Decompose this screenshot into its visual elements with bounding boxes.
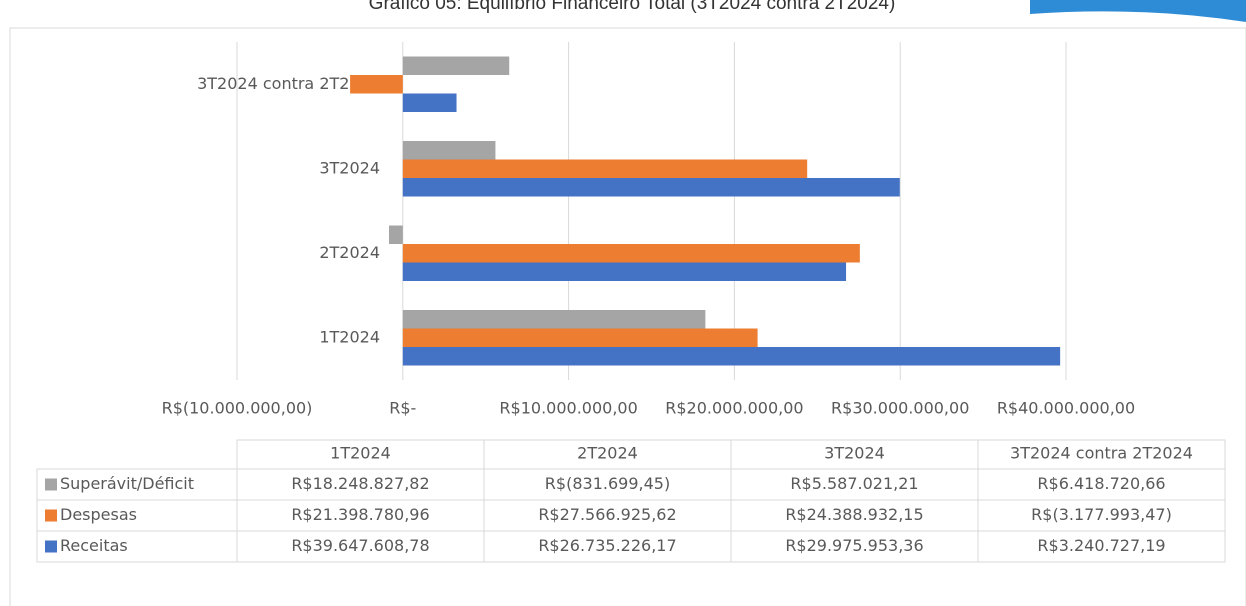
- x-tick-label: R$40.000.000,00: [997, 399, 1135, 418]
- legend-swatch: [45, 478, 57, 491]
- table-value: R$39.647.608,78: [291, 536, 429, 555]
- chart-border: [9, 27, 1246, 606]
- table-value: R$18.248.827,82: [291, 474, 429, 493]
- bar: [402, 262, 847, 281]
- bar: [402, 328, 758, 347]
- bar: [402, 310, 706, 329]
- table-value: R$6.418.720,66: [1037, 474, 1165, 493]
- bar: [402, 178, 900, 197]
- x-tick-label: R$30.000.000,00: [831, 399, 969, 418]
- table-value: R$3.240.727,19: [1037, 536, 1165, 555]
- table-header: 1T2024: [330, 444, 391, 463]
- table-value: R$26.735.226,17: [538, 536, 676, 555]
- table-header: 3T2024 contra 2T2024: [1010, 444, 1193, 463]
- bar: [402, 141, 496, 160]
- legend-swatch: [45, 509, 57, 522]
- bar: [389, 225, 403, 244]
- table-value: R$27.566.925,62: [538, 505, 676, 524]
- legend-label: Despesas: [60, 505, 137, 524]
- table-value: R$(3.177.993,47): [1031, 505, 1172, 524]
- table-value: R$(831.699,45): [545, 474, 670, 493]
- bar: [402, 159, 808, 178]
- x-tick-label: R$10.000.000,00: [499, 399, 637, 418]
- bar: [402, 244, 860, 263]
- table-value: R$24.388.932,15: [785, 505, 923, 524]
- table-value: R$21.398.780,96: [291, 505, 429, 524]
- y-tick-label: 2T2024: [319, 243, 380, 262]
- decoration: [1030, 0, 1246, 22]
- bar: [350, 75, 403, 94]
- bar: [402, 56, 510, 75]
- table-value: R$5.587.021,21: [790, 474, 918, 493]
- bar: [402, 93, 457, 112]
- legend-label: Superávit/Déficit: [60, 474, 194, 493]
- x-tick-label: R$-: [389, 399, 416, 418]
- table-cell: [977, 530, 1226, 563]
- y-tick-label: 3T2024 contra 2T2024: [197, 74, 380, 93]
- chart-title: Gráfico 05: Equilíbrio Financeiro Total …: [369, 0, 896, 14]
- y-tick-label: 3T2024: [319, 158, 380, 177]
- table-value: R$29.975.953,36: [785, 536, 923, 555]
- table-header: 3T2024: [824, 444, 885, 463]
- x-tick-label: R$(10.000.000,00): [162, 399, 313, 418]
- y-tick-label: 1T2024: [319, 327, 380, 346]
- legend-label: Receitas: [60, 536, 128, 555]
- legend-swatch: [45, 540, 57, 553]
- bar: [402, 347, 1061, 366]
- x-tick-label: R$20.000.000,00: [665, 399, 803, 418]
- table-header: 2T2024: [577, 444, 638, 463]
